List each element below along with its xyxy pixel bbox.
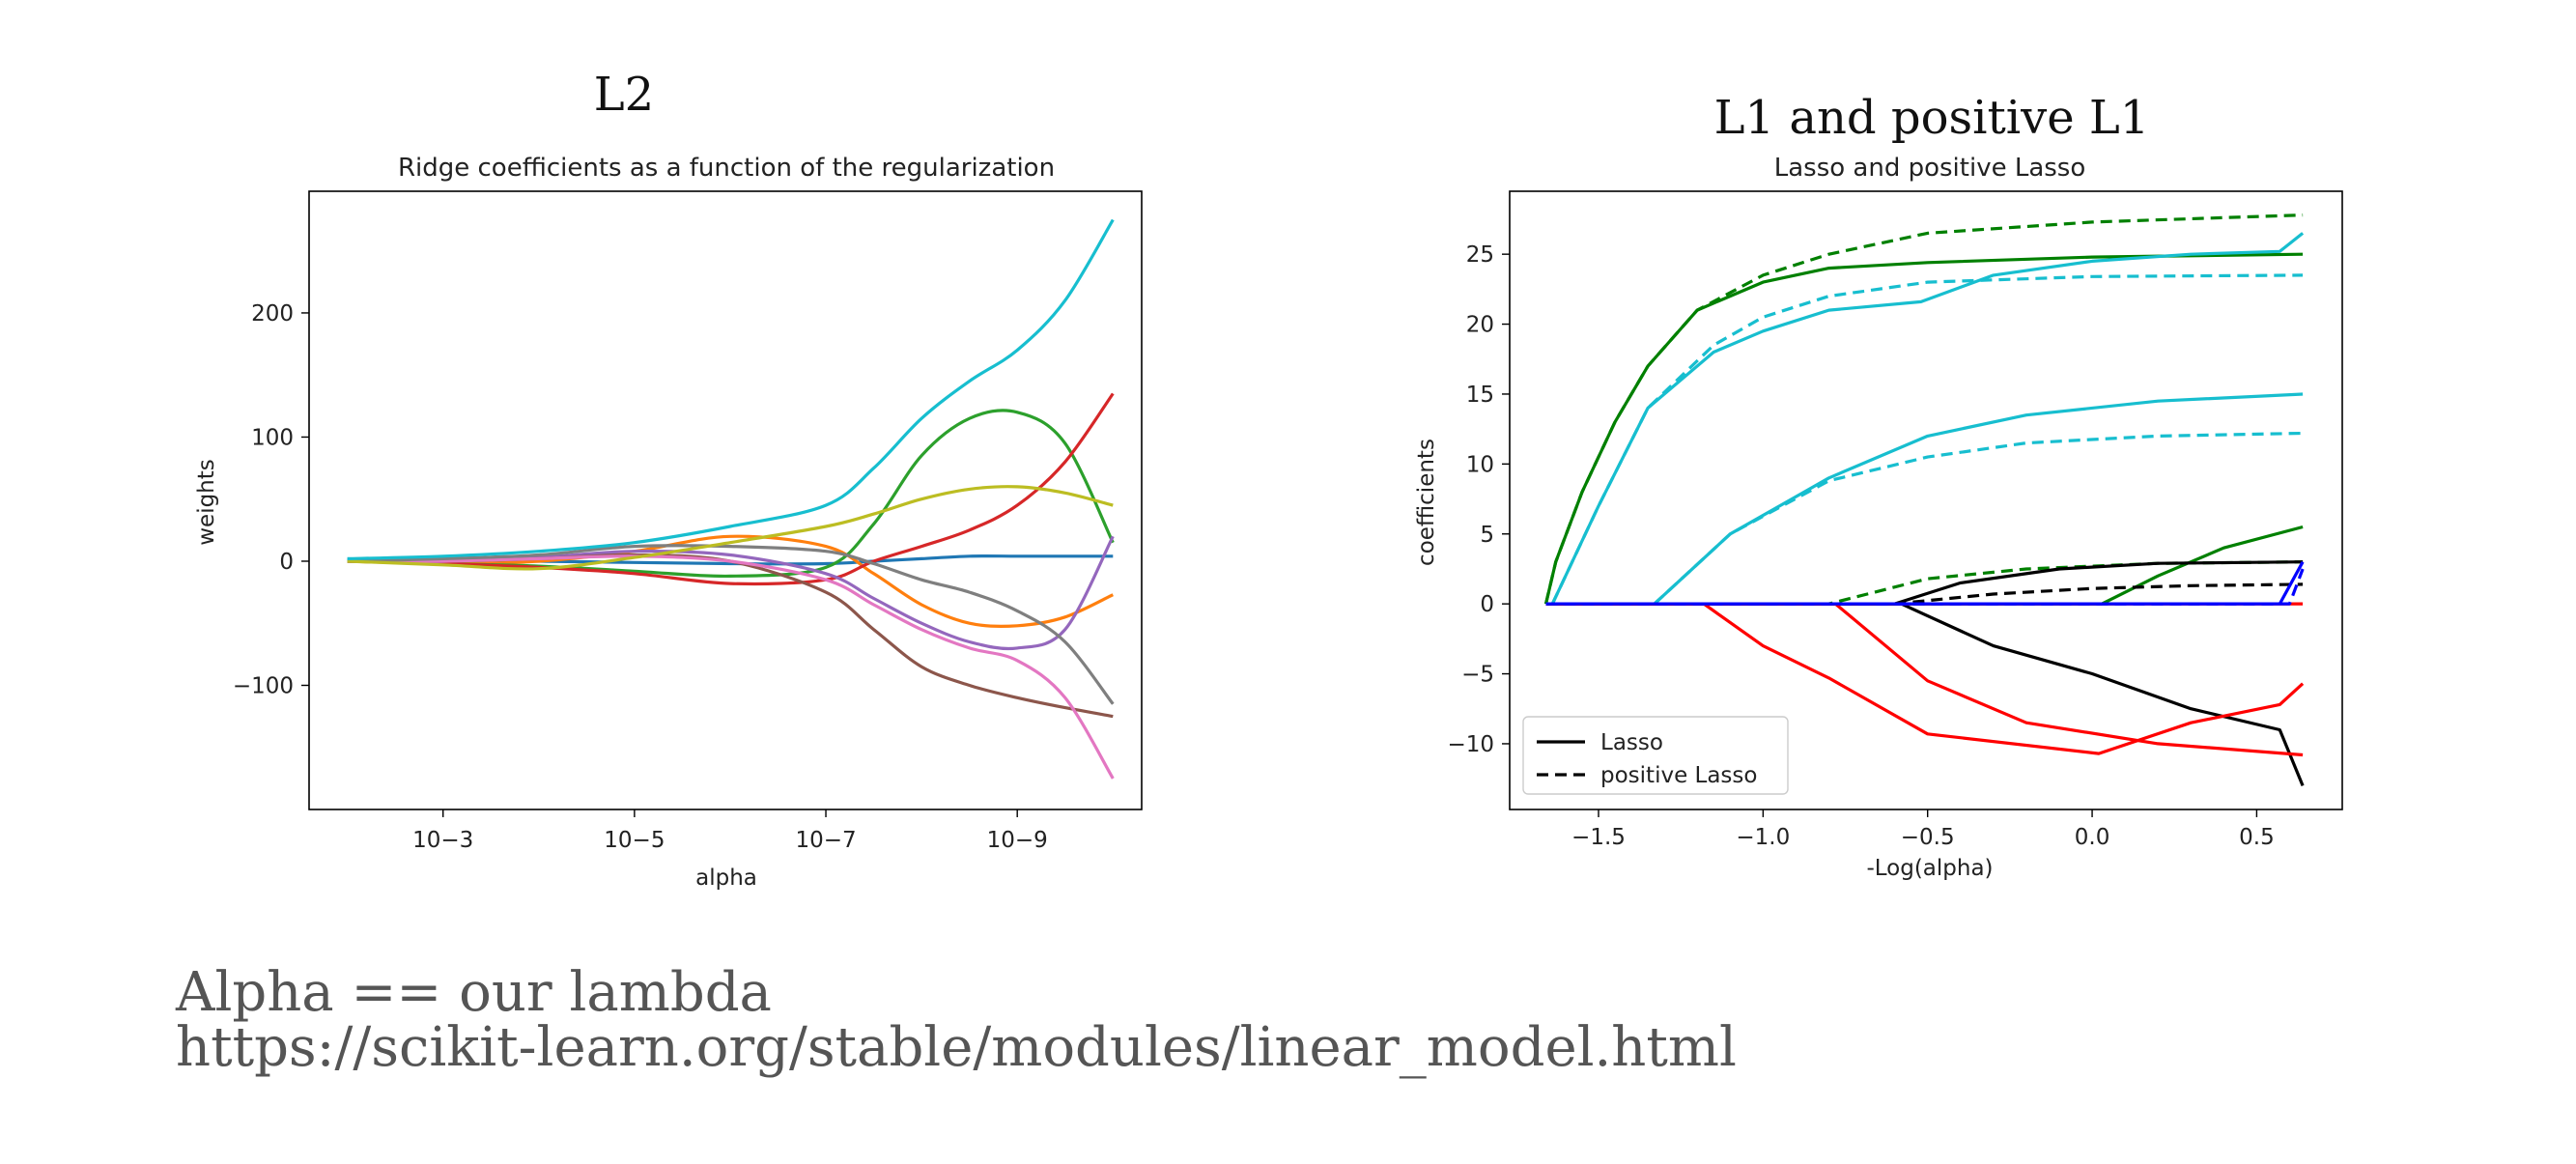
lasso-x-axis-label: -Log(alpha)	[1866, 856, 1993, 881]
lasso-y-tick-label: 0	[1480, 592, 1494, 617]
ridge-series-line-6	[347, 553, 1114, 719]
lasso-x-tick-label: 0.5	[2239, 825, 2275, 850]
ridge-y-tick-label: 200	[251, 301, 294, 326]
lasso-series-line-10	[1545, 582, 2304, 606]
lasso-series-line-5	[1653, 392, 2304, 606]
ridge-x-tick-label: 10−9	[987, 828, 1048, 853]
lasso-legend-label: Lasso	[1600, 730, 1663, 755]
lasso-series-line-1	[1543, 252, 2304, 605]
lasso-x-tick-label: −1.0	[1736, 825, 1790, 850]
ridge-series-line-9	[347, 485, 1114, 571]
lasso-y-tick-label: 10	[1466, 452, 1494, 477]
lasso-y-tick-label: −5	[1461, 663, 1494, 688]
lasso-series-line-16	[1545, 568, 2305, 606]
lasso-legend-frame	[1522, 716, 1789, 795]
ridge-series-line-8	[347, 544, 1115, 705]
lasso-y-tick-label: 15	[1466, 383, 1494, 408]
lasso-x-tick-label: −0.5	[1901, 825, 1955, 850]
alpha-lambda-note: Alpha == our lambda	[176, 961, 772, 1024]
ridge-x-tick-label: 10−7	[795, 828, 856, 853]
ridge-x-tick-label: 10−5	[604, 828, 665, 853]
lasso-legend-label: positive Lasso	[1600, 763, 1757, 788]
ridge-series-line-5	[347, 535, 1115, 651]
ridge-y-tick-label: −100	[233, 673, 294, 698]
ridge-y-tick-label: 100	[251, 425, 294, 450]
lasso-x-tick-label: 0.0	[2075, 825, 2110, 850]
l2-heading: L2	[593, 68, 655, 122]
lasso-y-tick-label: 20	[1466, 313, 1494, 338]
lasso-series-line-7	[1545, 525, 2304, 606]
ridge-x-tick-label: 10−3	[412, 828, 473, 853]
lasso-chart: Lasso and positive Lasso -Log(alpha) coe…	[1414, 154, 2343, 881]
ridge-series-line-10	[347, 218, 1115, 560]
ridge-series-line-7	[347, 554, 1115, 780]
ridge-axes-frame	[308, 190, 1143, 810]
ridge-plot-area: 10−3 10−5 10−7 10−9 200 100 0 −100	[233, 190, 1143, 853]
ridge-chart-title: Ridge coefficients as a function of the …	[398, 154, 1055, 183]
lasso-series-line-4	[1550, 273, 2304, 605]
lasso-y-axis-label: coefficients	[1414, 439, 1439, 566]
ridge-series-line-4	[347, 392, 1115, 586]
ridge-series-line-3	[347, 409, 1115, 579]
lasso-series-line-3	[1550, 232, 2305, 605]
lasso-y-tick-label: −10	[1447, 732, 1494, 757]
l1-heading: L1 and positive L1	[1713, 91, 2150, 145]
lasso-y-tick-label: 5	[1480, 523, 1494, 548]
ridge-series-line-2	[347, 534, 1114, 629]
ridge-y-tick-label: 0	[279, 550, 294, 575]
ridge-y-axis-label: weights	[194, 459, 219, 546]
ridge-chart: Ridge coefficients as a function of the …	[194, 154, 1143, 891]
lasso-axes-frame	[1509, 190, 2343, 810]
ridge-x-axis-label: alpha	[695, 866, 757, 891]
scikit-learn-url: https://scikit-learn.org/stable/modules/…	[176, 1016, 1737, 1079]
lasso-x-tick-label: −1.5	[1571, 825, 1626, 850]
lasso-legend: Lasso positive Lasso	[1522, 716, 1789, 795]
lasso-plot-area: −1.5 −1.0 −0.5 0.0 0.5 25 20 15 10 5 0 −5 −10 Lasso po…	[1447, 190, 2343, 850]
lasso-series-line-6	[1653, 431, 2304, 606]
lasso-series-line-12	[1545, 602, 2305, 755]
lasso-y-tick-label: 25	[1466, 242, 1494, 268]
lasso-series-line-2	[1543, 213, 2304, 605]
lasso-chart-title: Lasso and positive Lasso	[1774, 154, 2086, 183]
